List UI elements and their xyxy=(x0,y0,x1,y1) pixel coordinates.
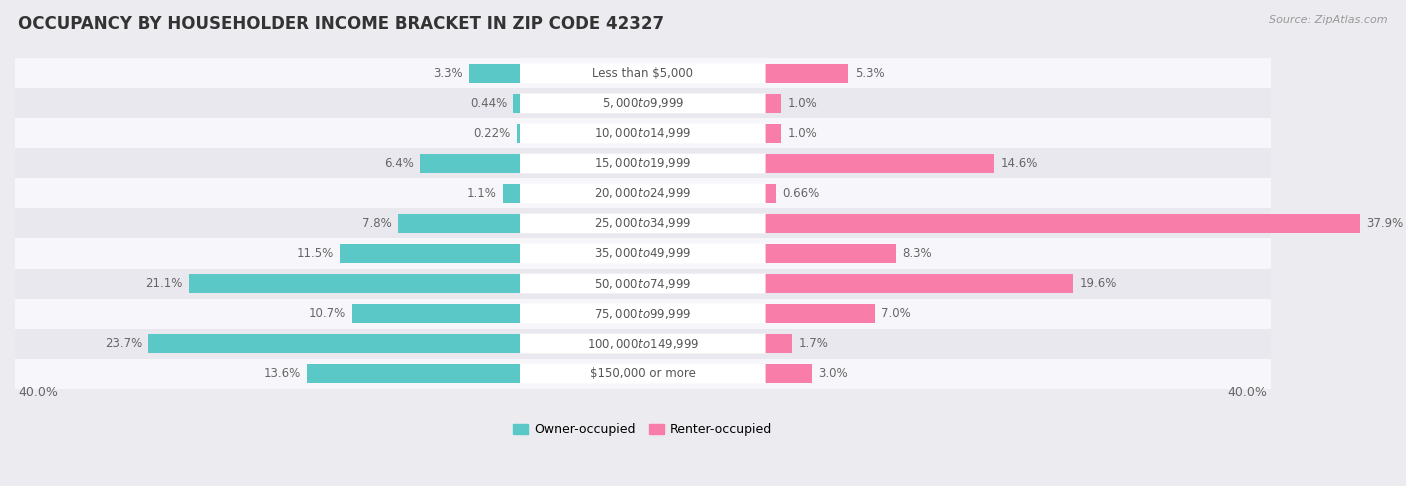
Bar xyxy=(15,119,1271,148)
Text: $5,000 to $9,999: $5,000 to $9,999 xyxy=(602,96,685,110)
Bar xyxy=(517,124,520,143)
Bar xyxy=(15,58,1271,88)
Bar xyxy=(15,178,1271,208)
Bar xyxy=(513,94,520,113)
Bar xyxy=(468,64,520,83)
FancyBboxPatch shape xyxy=(520,123,766,143)
Legend: Owner-occupied, Renter-occupied: Owner-occupied, Renter-occupied xyxy=(509,418,778,441)
Bar xyxy=(765,364,813,383)
Bar xyxy=(765,214,1360,233)
Text: 19.6%: 19.6% xyxy=(1080,277,1116,290)
Bar xyxy=(765,334,792,353)
Text: $25,000 to $34,999: $25,000 to $34,999 xyxy=(595,216,692,230)
Text: 3.0%: 3.0% xyxy=(818,367,848,380)
Text: 0.66%: 0.66% xyxy=(782,187,820,200)
FancyBboxPatch shape xyxy=(520,213,766,233)
Bar xyxy=(353,304,520,323)
Bar xyxy=(15,239,1271,268)
Text: $10,000 to $14,999: $10,000 to $14,999 xyxy=(595,126,692,140)
Text: 40.0%: 40.0% xyxy=(18,386,58,399)
Text: 5.3%: 5.3% xyxy=(855,67,884,80)
Text: 11.5%: 11.5% xyxy=(297,247,333,260)
Bar xyxy=(15,268,1271,298)
Text: 21.1%: 21.1% xyxy=(146,277,183,290)
FancyBboxPatch shape xyxy=(520,243,766,263)
Bar xyxy=(765,184,776,203)
Text: OCCUPANCY BY HOUSEHOLDER INCOME BRACKET IN ZIP CODE 42327: OCCUPANCY BY HOUSEHOLDER INCOME BRACKET … xyxy=(18,15,665,33)
Bar xyxy=(398,214,520,233)
Text: 0.44%: 0.44% xyxy=(470,97,508,110)
Bar xyxy=(190,274,520,293)
FancyBboxPatch shape xyxy=(520,364,766,383)
Text: 1.7%: 1.7% xyxy=(799,337,828,350)
Text: 8.3%: 8.3% xyxy=(901,247,931,260)
Text: 7.8%: 7.8% xyxy=(361,217,392,230)
FancyBboxPatch shape xyxy=(520,304,766,324)
Text: 3.3%: 3.3% xyxy=(433,67,463,80)
Text: 1.1%: 1.1% xyxy=(467,187,496,200)
Bar xyxy=(15,148,1271,178)
Bar xyxy=(340,244,520,263)
Text: Source: ZipAtlas.com: Source: ZipAtlas.com xyxy=(1270,15,1388,25)
Text: 0.22%: 0.22% xyxy=(474,127,510,140)
Text: 40.0%: 40.0% xyxy=(1227,386,1268,399)
Text: $50,000 to $74,999: $50,000 to $74,999 xyxy=(595,277,692,291)
Text: $100,000 to $149,999: $100,000 to $149,999 xyxy=(586,336,699,350)
Bar xyxy=(765,304,875,323)
Bar xyxy=(307,364,520,383)
FancyBboxPatch shape xyxy=(520,93,766,113)
Text: 23.7%: 23.7% xyxy=(105,337,142,350)
Text: $150,000 or more: $150,000 or more xyxy=(591,367,696,380)
Text: 7.0%: 7.0% xyxy=(882,307,911,320)
Text: 10.7%: 10.7% xyxy=(309,307,346,320)
Bar xyxy=(420,154,520,173)
Text: $20,000 to $24,999: $20,000 to $24,999 xyxy=(595,187,692,200)
Bar xyxy=(15,88,1271,119)
Text: Less than $5,000: Less than $5,000 xyxy=(592,67,693,80)
Bar xyxy=(765,244,896,263)
Bar xyxy=(149,334,520,353)
FancyBboxPatch shape xyxy=(520,274,766,294)
Text: 1.0%: 1.0% xyxy=(787,127,817,140)
Bar xyxy=(765,124,780,143)
Bar xyxy=(765,64,848,83)
Bar xyxy=(765,274,1073,293)
Text: $75,000 to $99,999: $75,000 to $99,999 xyxy=(595,307,692,321)
Text: 6.4%: 6.4% xyxy=(384,157,413,170)
Bar xyxy=(15,329,1271,359)
Text: 13.6%: 13.6% xyxy=(263,367,301,380)
Text: 1.0%: 1.0% xyxy=(787,97,817,110)
Text: $15,000 to $19,999: $15,000 to $19,999 xyxy=(595,156,692,171)
Bar xyxy=(765,154,994,173)
Bar xyxy=(765,94,780,113)
Text: $35,000 to $49,999: $35,000 to $49,999 xyxy=(595,246,692,260)
Bar xyxy=(503,184,520,203)
FancyBboxPatch shape xyxy=(520,64,766,83)
Bar xyxy=(15,298,1271,329)
Text: 14.6%: 14.6% xyxy=(1001,157,1038,170)
FancyBboxPatch shape xyxy=(520,334,766,353)
Bar xyxy=(15,359,1271,389)
FancyBboxPatch shape xyxy=(520,154,766,174)
Bar xyxy=(15,208,1271,239)
Text: 37.9%: 37.9% xyxy=(1367,217,1403,230)
FancyBboxPatch shape xyxy=(520,184,766,203)
